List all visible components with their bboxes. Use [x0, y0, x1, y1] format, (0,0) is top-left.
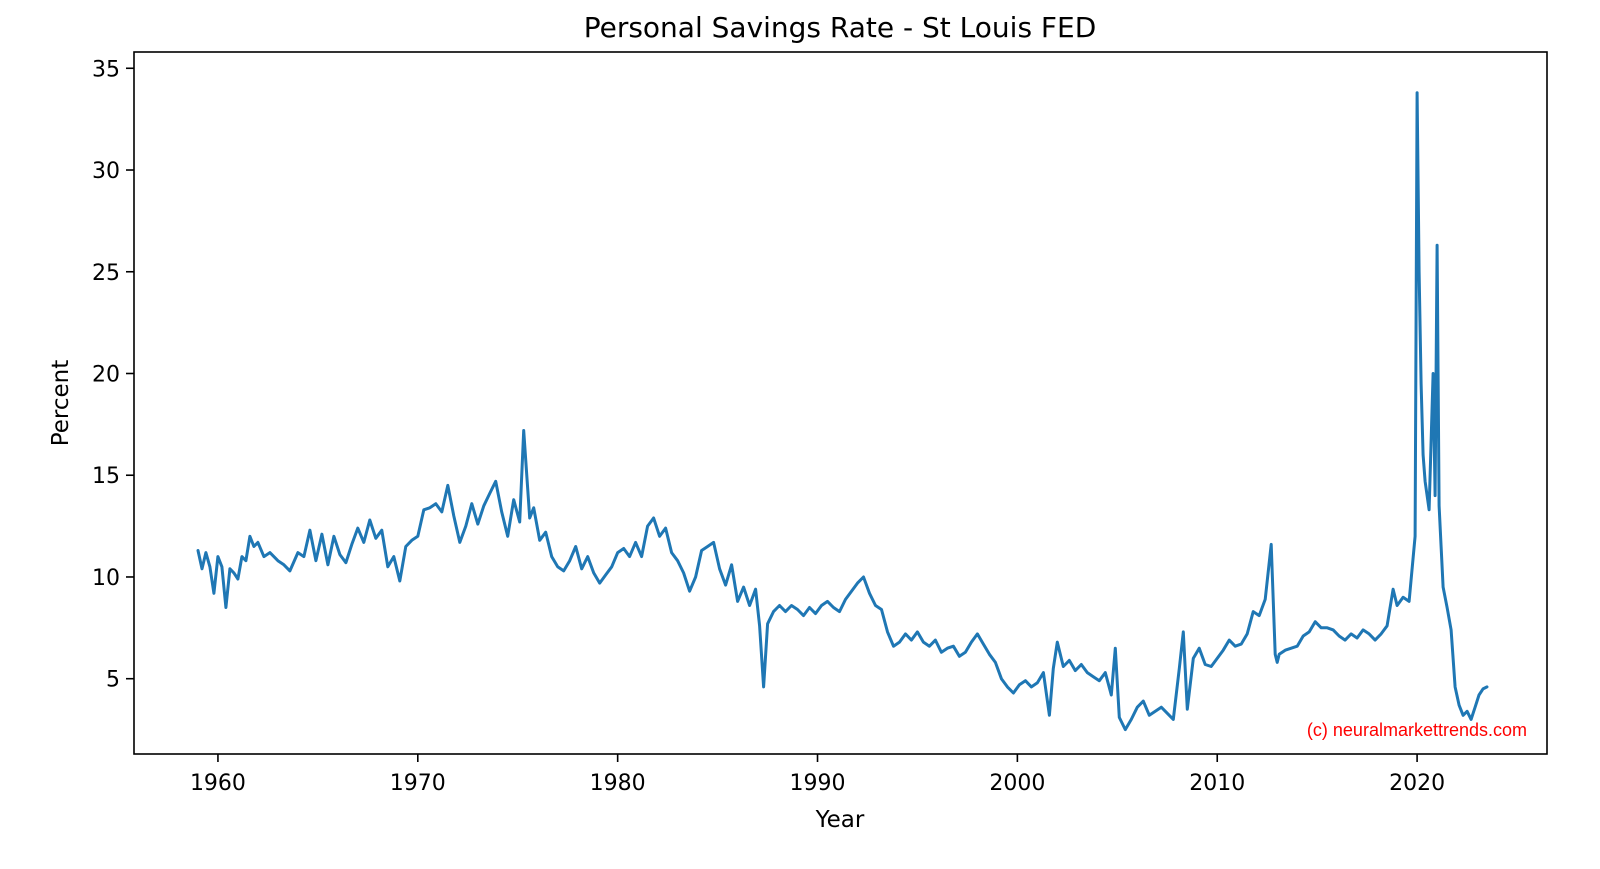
- plot-frame: [133, 51, 1548, 755]
- y-tick-label: 15: [92, 464, 120, 489]
- y-axis-label: Percent: [48, 360, 74, 447]
- x-tick-label: 2000: [989, 771, 1045, 796]
- y-tick-label: 10: [92, 566, 120, 591]
- x-tick-label: 1980: [590, 771, 646, 796]
- x-tick-label: 1990: [790, 771, 846, 796]
- x-axis-label: Year: [815, 807, 865, 833]
- y-tick-label: 5: [106, 668, 120, 693]
- x-axis-ticks: 1960 1970 1980 1990 2000 2010 2020: [190, 754, 1445, 796]
- x-tick-label: 2010: [1189, 771, 1245, 796]
- x-tick-label: 2020: [1389, 771, 1445, 796]
- y-tick-label: 35: [92, 57, 120, 82]
- y-tick-label: 25: [92, 261, 120, 286]
- chart-title: Personal Savings Rate - St Louis FED: [584, 11, 1097, 44]
- x-tick-label: 1960: [190, 771, 246, 796]
- watermark-text: (c) neuralmarkettrends.com: [1307, 720, 1527, 740]
- plot-background: [134, 52, 1547, 754]
- y-tick-label: 20: [92, 362, 120, 387]
- y-tick-label: 30: [92, 159, 120, 184]
- x-tick-label: 1970: [390, 771, 446, 796]
- y-axis-ticks: 5 10 15 20 25 30 35: [92, 57, 134, 693]
- series-line: [196, 91, 1489, 732]
